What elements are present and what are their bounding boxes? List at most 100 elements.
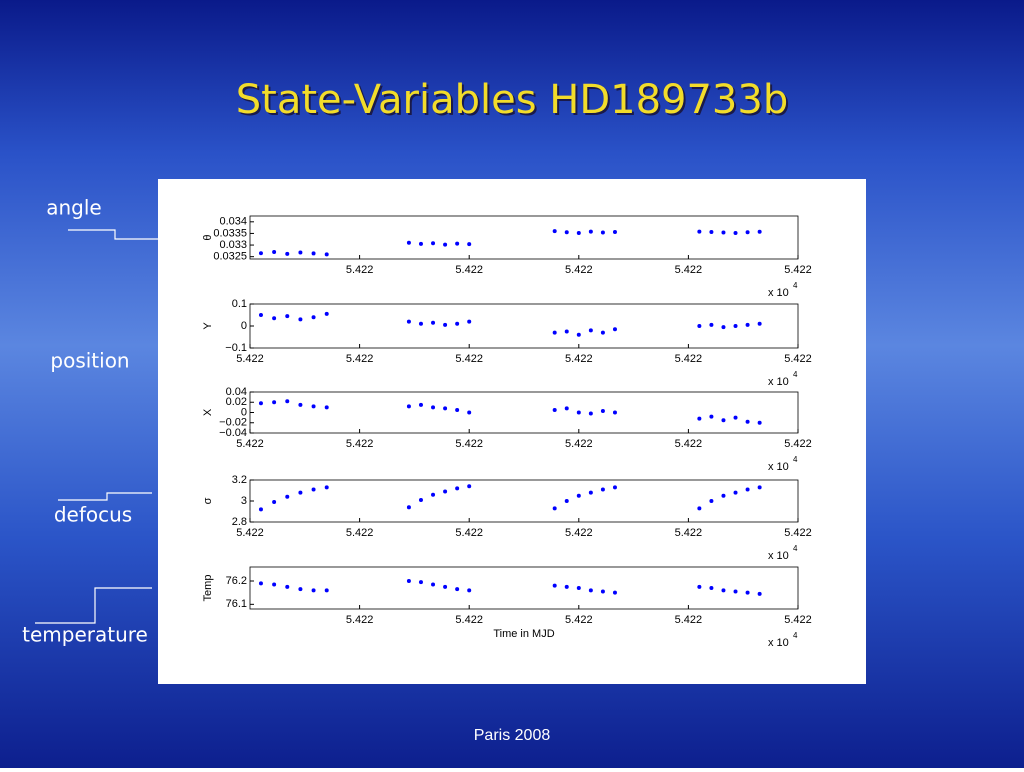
plot-box bbox=[249, 479, 799, 523]
data-point bbox=[272, 250, 277, 255]
y-tick-label: 0.033 bbox=[219, 239, 247, 251]
x-tick-label: 5.422 bbox=[346, 264, 374, 276]
data-point bbox=[552, 583, 557, 588]
y-tick-label: 3 bbox=[241, 495, 247, 507]
x-multiplier-exp: 4 bbox=[793, 544, 798, 553]
data-point bbox=[406, 505, 411, 510]
data-point bbox=[757, 229, 762, 234]
data-point bbox=[418, 580, 423, 585]
x-tick-label: 5.422 bbox=[565, 353, 593, 365]
data-point bbox=[757, 485, 762, 490]
data-point bbox=[285, 399, 290, 404]
x-tick-label: 5.422 bbox=[784, 614, 812, 626]
data-point bbox=[455, 407, 460, 412]
data-point bbox=[552, 407, 557, 412]
data-point bbox=[418, 497, 423, 502]
data-point bbox=[467, 588, 472, 593]
data-point bbox=[552, 330, 557, 335]
data-point bbox=[709, 586, 714, 590]
data-point bbox=[455, 321, 460, 326]
data-point bbox=[757, 420, 762, 425]
data-point bbox=[258, 581, 263, 586]
data-point bbox=[324, 588, 329, 593]
data-point bbox=[697, 229, 702, 234]
plot-box bbox=[249, 566, 799, 610]
x-tick-label: 5.422 bbox=[565, 438, 593, 450]
side-label: temperature bbox=[22, 623, 148, 647]
x-tick-label: 5.422 bbox=[784, 527, 812, 539]
data-point bbox=[406, 240, 411, 245]
x-tick-label: 5.422 bbox=[236, 438, 264, 450]
y-tick-label: 76.2 bbox=[226, 575, 247, 587]
data-point bbox=[697, 506, 702, 511]
arrow bbox=[68, 229, 158, 240]
x-multiplier: x 10 bbox=[768, 550, 789, 562]
slide-title: State-Variables HD189733b bbox=[236, 77, 788, 123]
data-point bbox=[745, 230, 750, 235]
x-multiplier: x 10 bbox=[768, 376, 789, 388]
y-tick-label: 0 bbox=[241, 406, 247, 418]
y-tick-label: −0.04 bbox=[219, 427, 247, 439]
y-tick-label: 0.1 bbox=[232, 298, 247, 310]
data-point bbox=[455, 587, 460, 592]
data-point bbox=[588, 411, 593, 416]
data-point bbox=[600, 408, 605, 413]
x-tick-label: 5.422 bbox=[784, 353, 812, 365]
data-point bbox=[298, 490, 303, 495]
y-tick-label: 0.02 bbox=[226, 396, 247, 408]
data-point bbox=[443, 489, 448, 494]
data-point bbox=[298, 317, 303, 322]
data-point bbox=[745, 487, 750, 492]
plot-box bbox=[249, 303, 799, 349]
x-tick-label: 5.422 bbox=[455, 264, 483, 276]
data-point bbox=[600, 330, 605, 335]
x-tick-label: 5.422 bbox=[784, 264, 812, 276]
data-point bbox=[272, 500, 277, 505]
data-point bbox=[588, 328, 593, 333]
data-point bbox=[455, 241, 460, 246]
side-label: defocus bbox=[54, 503, 132, 527]
data-point bbox=[311, 588, 316, 593]
y-tick-label: −0.1 bbox=[225, 342, 247, 354]
data-point bbox=[612, 590, 617, 595]
data-point bbox=[406, 404, 411, 409]
data-point bbox=[600, 589, 605, 594]
data-point bbox=[757, 591, 762, 596]
x-tick-label: 5.422 bbox=[346, 438, 374, 450]
data-point bbox=[709, 499, 714, 503]
y-tick-label: 3.2 bbox=[232, 474, 247, 486]
x-tick-label: 5.422 bbox=[455, 527, 483, 539]
data-point bbox=[733, 230, 738, 235]
x-tick-label: 5.422 bbox=[565, 614, 593, 626]
y-tick-label: 2.8 bbox=[232, 516, 247, 528]
data-point bbox=[564, 230, 569, 235]
data-point bbox=[443, 584, 448, 589]
data-point bbox=[697, 324, 702, 328]
plot-box bbox=[249, 215, 799, 260]
data-point bbox=[406, 579, 411, 583]
data-point bbox=[721, 418, 726, 423]
data-point bbox=[564, 584, 569, 589]
plot-box bbox=[249, 391, 799, 434]
data-point bbox=[431, 405, 436, 410]
data-point bbox=[709, 414, 714, 419]
arrows bbox=[35, 229, 158, 624]
data-point bbox=[258, 401, 263, 406]
x-tick-label: 5.422 bbox=[675, 527, 703, 539]
x-tick-label: 5.422 bbox=[675, 264, 703, 276]
data-point bbox=[324, 311, 329, 316]
data-point bbox=[311, 487, 316, 492]
data-point bbox=[564, 406, 569, 411]
data-point bbox=[272, 316, 277, 321]
data-point bbox=[733, 490, 738, 495]
x-tick-label: 5.422 bbox=[565, 527, 593, 539]
data-point bbox=[311, 315, 316, 320]
data-point bbox=[455, 486, 460, 491]
data-point bbox=[298, 402, 303, 407]
data-point bbox=[431, 492, 436, 497]
data-point bbox=[285, 314, 290, 319]
y-tick-label: 76.1 bbox=[226, 598, 247, 610]
data-point bbox=[588, 588, 593, 593]
